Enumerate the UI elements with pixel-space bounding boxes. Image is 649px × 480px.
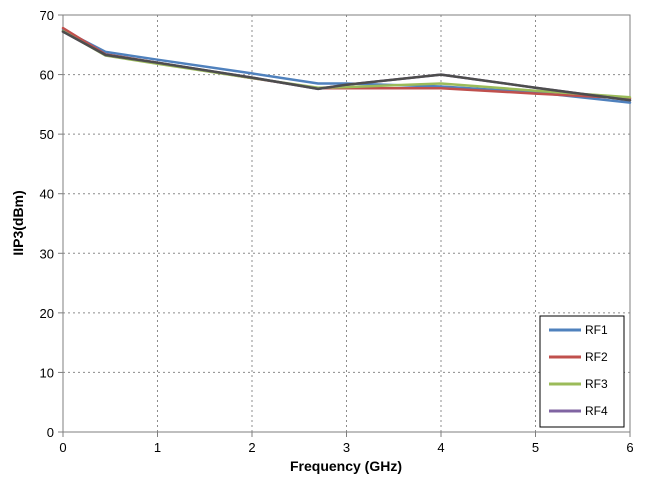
legend-label-rf4: RF4 [585, 404, 608, 418]
y-tick-label: 30 [40, 246, 54, 261]
x-tick-label: 1 [154, 440, 161, 455]
y-tick-label: 0 [47, 425, 54, 440]
x-tick-label: 5 [532, 440, 539, 455]
x-tick-label: 2 [248, 440, 255, 455]
y-tick-label: 40 [40, 187, 54, 202]
x-tick-label: 3 [343, 440, 350, 455]
x-tick-label: 0 [59, 440, 66, 455]
x-tick-label: 4 [437, 440, 444, 455]
y-tick-label: 70 [40, 8, 54, 23]
y-tick-label: 60 [40, 68, 54, 83]
series-lines [61, 26, 632, 104]
y-tick-label: 10 [40, 365, 54, 380]
legend: RF1 RF2 RF3 RF4 [539, 315, 625, 428]
y-tick-label: 50 [40, 127, 54, 142]
y-tick-label: 20 [40, 306, 54, 321]
series-line-unlabeled-4 [61, 30, 632, 102]
x-axis-title: Frequency (GHz) [290, 458, 402, 474]
legend-label-rf3: RF3 [585, 377, 608, 391]
y-axis-title: IIP3(dBm) [10, 190, 26, 255]
legend-box [539, 315, 625, 428]
series-line-rf1 [61, 28, 632, 104]
legend-label-rf1: RF1 [585, 323, 608, 337]
legend-label-rf2: RF2 [585, 350, 608, 364]
x-tick-label: 6 [626, 440, 633, 455]
